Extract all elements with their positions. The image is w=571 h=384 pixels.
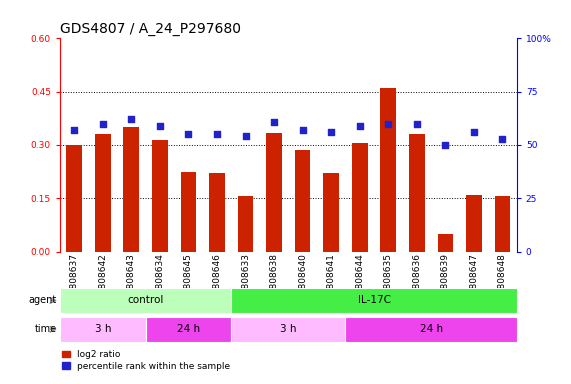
Text: 24 h: 24 h xyxy=(420,324,443,334)
Point xyxy=(327,129,336,135)
Bar xyxy=(60,317,146,342)
Bar xyxy=(152,140,168,252)
Bar xyxy=(266,132,282,252)
Bar xyxy=(209,174,225,252)
Bar xyxy=(380,88,396,252)
Point xyxy=(384,121,393,127)
Point xyxy=(412,121,421,127)
Legend: log2 ratio, percentile rank within the sample: log2 ratio, percentile rank within the s… xyxy=(62,350,230,371)
Text: GDS4807 / A_24_P297680: GDS4807 / A_24_P297680 xyxy=(60,22,241,36)
Bar xyxy=(180,172,196,252)
Bar xyxy=(66,145,82,252)
Bar xyxy=(231,317,345,342)
Point xyxy=(70,127,79,133)
Point xyxy=(441,142,450,148)
Point xyxy=(298,127,307,133)
Point xyxy=(155,123,164,129)
Text: 3 h: 3 h xyxy=(280,324,296,334)
Text: agent: agent xyxy=(29,295,57,306)
Point xyxy=(469,129,478,135)
Bar xyxy=(231,288,517,313)
Bar xyxy=(60,288,231,313)
Bar xyxy=(95,134,111,252)
Text: control: control xyxy=(127,295,164,306)
Bar xyxy=(352,143,368,252)
Text: time: time xyxy=(35,324,57,334)
Point xyxy=(241,133,250,139)
Text: IL-17C: IL-17C xyxy=(357,295,391,306)
Point xyxy=(98,121,107,127)
Bar xyxy=(146,317,231,342)
Bar xyxy=(409,134,425,252)
Text: 3 h: 3 h xyxy=(95,324,111,334)
Bar xyxy=(323,174,339,252)
Bar xyxy=(123,127,139,252)
Point xyxy=(127,116,136,122)
Text: 24 h: 24 h xyxy=(177,324,200,334)
Bar xyxy=(494,197,510,252)
Point xyxy=(212,131,222,137)
Bar xyxy=(238,197,254,252)
Bar xyxy=(437,234,453,252)
Bar xyxy=(466,195,482,252)
Point xyxy=(355,123,364,129)
Point xyxy=(498,136,507,142)
Bar xyxy=(295,150,311,252)
Point xyxy=(184,131,193,137)
Point xyxy=(270,118,279,124)
Bar xyxy=(345,317,517,342)
